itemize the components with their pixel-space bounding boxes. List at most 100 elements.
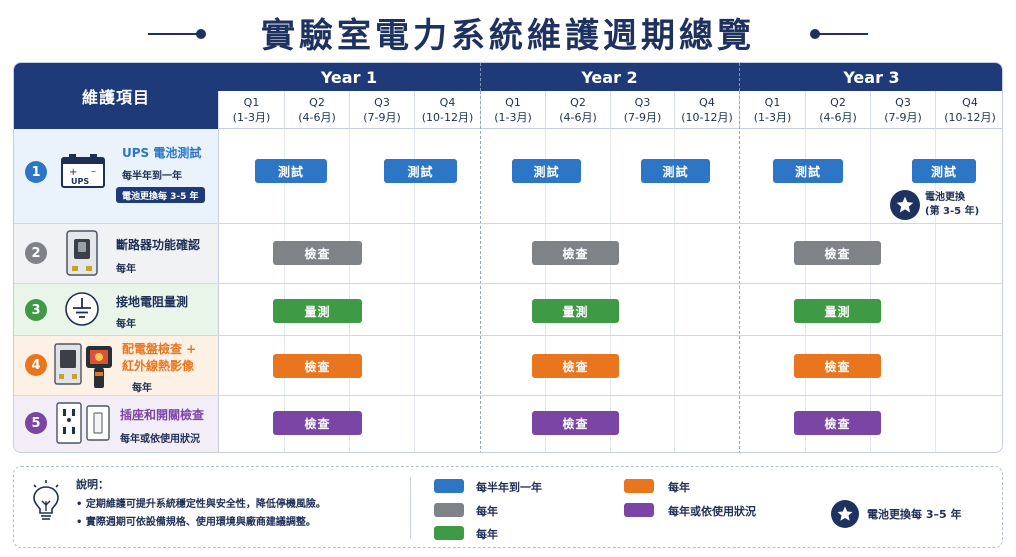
row-title: 接地電阻量測: [116, 295, 189, 309]
thermal-camera-icon: [54, 343, 112, 388]
task-test[interactable]: 測試: [773, 159, 843, 183]
legend-swatch-green: [434, 526, 464, 540]
maintenance-schedule-table: 維護項目 Year 1 Year 2 Year 3 Q1 (1-3月) Q2 (4-…: [13, 62, 1003, 453]
task-test[interactable]: 測試: [912, 159, 976, 183]
header-quarter: Q1 (1-3月): [480, 91, 545, 129]
quarter-months: (7-9月): [623, 111, 662, 124]
quarter-gridline: [284, 129, 285, 452]
outlet-switch-icon: [56, 402, 110, 444]
legend-bullet: • 定期維護可提升系統穩定性與安全性，降低停機風險。: [76, 499, 326, 510]
legend-label: 每年或依使用狀況: [668, 505, 756, 518]
battery-replacement-note: 電池更換: [925, 192, 965, 203]
quarter-gridline: [349, 129, 350, 452]
legend-panel: 說明： • 定期維護可提升系統穩定性與安全性，降低停機風險。 • 實際週期可依設…: [13, 466, 1003, 548]
row-frequency: 每年: [116, 264, 136, 275]
row-divider: [14, 335, 1002, 336]
quarter-months: (4-6月): [298, 111, 336, 124]
star-icon: [837, 506, 853, 521]
ups-battery-icon: + – UPS: [61, 154, 105, 188]
quarter-months: (7-9月): [363, 111, 401, 124]
quarter-gridline: [935, 129, 936, 452]
legend-star-badge: [831, 500, 859, 528]
header-year-3: Year 3: [739, 63, 1002, 91]
row-title: 插座和開關檢查: [120, 408, 205, 422]
quarter-gridline: [545, 129, 546, 452]
header-year-1: Year 1: [218, 63, 480, 91]
legend-label: 每年: [476, 505, 498, 518]
header-quarter: Q2 (4-6月): [284, 91, 349, 129]
legend-divider: [410, 477, 411, 539]
quarter-label: Q3: [374, 96, 390, 109]
row-divider: [14, 283, 1002, 284]
legend-swatch-gray: [434, 503, 464, 517]
title-left-line: [148, 33, 200, 35]
row-frequency: 每年: [116, 319, 136, 330]
row-title: 斷路器功能確認: [116, 238, 201, 252]
row-number-badge: 1: [25, 161, 47, 183]
task-inspect[interactable]: 檢查: [273, 241, 362, 265]
year-separator: [480, 91, 481, 452]
row-label-bg: [14, 395, 218, 452]
task-inspect[interactable]: 檢查: [273, 354, 362, 378]
quarter-gridline: [414, 129, 415, 452]
quarter-gridline: [610, 129, 611, 452]
quarter-gridline: [805, 129, 806, 452]
legend-star-label: 電池更換每 3–5 年: [867, 508, 962, 521]
task-measure[interactable]: 量測: [273, 299, 362, 323]
svg-text:+: +: [69, 167, 77, 178]
row-frequency: 每年或依使用狀況: [120, 434, 200, 445]
task-test[interactable]: 測試: [384, 159, 457, 183]
task-measure[interactable]: 量測: [532, 299, 619, 323]
lightbulb-icon: [33, 480, 59, 520]
row-title: UPS 電池測試: [122, 146, 202, 160]
task-inspect[interactable]: 檢查: [532, 354, 619, 378]
row-number-badge: 4: [25, 354, 47, 376]
star-icon: [896, 196, 914, 213]
battery-replacement-note-years: (第 3-5 年): [925, 206, 980, 217]
row-number-badge: 5: [25, 412, 47, 434]
ground-icon: [65, 292, 99, 326]
row-frequency: 每年: [132, 383, 152, 394]
row-title-line2: 紅外線熱影像: [122, 359, 195, 373]
svg-text:–: –: [91, 166, 96, 177]
year-separator: [739, 91, 740, 452]
row-label-bg: [14, 223, 218, 283]
quarter-months: (10-12月): [681, 111, 733, 124]
page-title: 實驗室電力系統維護週期總覽: [261, 16, 755, 56]
task-inspect[interactable]: 檢查: [532, 411, 619, 435]
task-test[interactable]: 測試: [641, 159, 710, 183]
circuit-breaker-icon: [66, 230, 98, 276]
header-quarter: Q3 (7-9月): [610, 91, 674, 129]
task-inspect[interactable]: 檢查: [532, 241, 619, 265]
title-right-line: [816, 33, 868, 35]
year-separator-top: [739, 63, 740, 91]
task-inspect[interactable]: 檢查: [794, 241, 881, 265]
quarter-label: Q2: [570, 96, 586, 109]
task-inspect[interactable]: 檢查: [794, 411, 881, 435]
quarter-label: Q2: [309, 96, 325, 109]
row-label-bg: [14, 335, 218, 395]
task-inspect[interactable]: 檢查: [273, 411, 362, 435]
quarter-label: Q3: [895, 96, 911, 109]
quarter-label: Q3: [634, 96, 651, 109]
quarter-label: Q1: [243, 96, 260, 109]
task-measure[interactable]: 量測: [794, 299, 881, 323]
header-quarter: Q4 (10-12月): [935, 91, 1002, 129]
row-label-bg: [14, 283, 218, 335]
quarter-label: Q4: [439, 96, 456, 109]
quarter-label: Q4: [962, 96, 978, 109]
task-test[interactable]: 測試: [255, 159, 327, 183]
ups-text: UPS: [71, 177, 89, 186]
row-frequency: 每半年到一年: [122, 171, 182, 182]
star-badge: [890, 190, 920, 220]
quarter-months: (7-9月): [884, 111, 922, 124]
legend-swatch-purple: [624, 503, 654, 517]
quarter-months: (10-12月): [944, 111, 996, 124]
header-quarter: Q3 (7-9月): [870, 91, 935, 129]
quarter-label: Q2: [830, 96, 846, 109]
legend-swatch-blue: [434, 479, 464, 493]
task-test[interactable]: 測試: [512, 159, 581, 183]
row-divider: [14, 223, 1002, 224]
header-quarter: Q4 (10-12月): [414, 91, 480, 129]
task-inspect[interactable]: 檢查: [794, 354, 881, 378]
